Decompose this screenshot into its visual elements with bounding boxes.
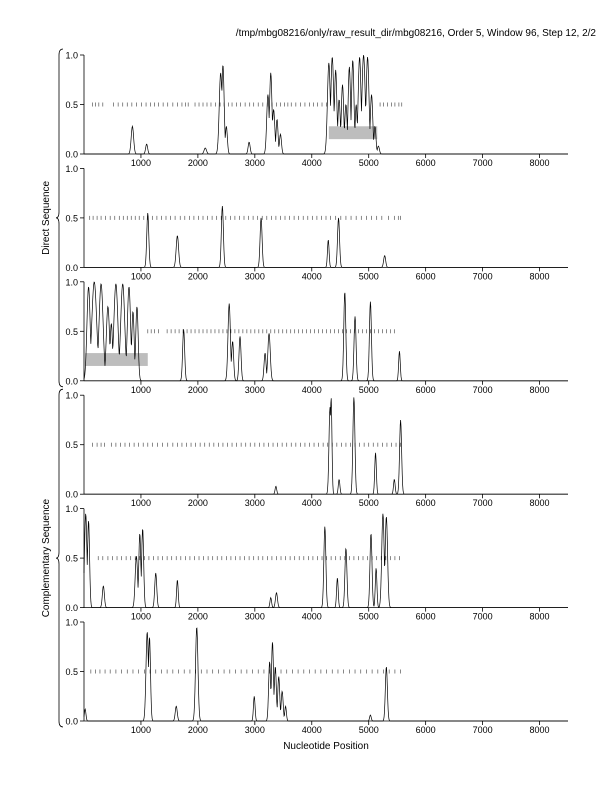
x-tick-label: 5000 bbox=[359, 498, 379, 508]
x-axis-label: Nucleotide Position bbox=[283, 741, 369, 752]
stop-codon-ticks bbox=[90, 669, 401, 674]
x-tick-label: 5000 bbox=[359, 725, 379, 735]
x-tick-label: 2000 bbox=[188, 725, 208, 735]
x-tick-label: 2000 bbox=[188, 498, 208, 508]
x-tick-label: 4000 bbox=[302, 271, 322, 281]
y-tick-label: 0.5 bbox=[65, 100, 78, 110]
x-tick-label: 4000 bbox=[302, 612, 322, 622]
series-line bbox=[84, 55, 568, 155]
panel-2: 0.0 0.5 1.0 1000 2000 3000 4000 5000 6000 7000 800… bbox=[65, 164, 568, 281]
y-tick-label: 0.0 bbox=[65, 603, 78, 613]
x-tick-label: 5000 bbox=[359, 612, 379, 622]
orf-box-1 bbox=[85, 353, 148, 366]
stop-codon-ticks bbox=[147, 329, 395, 334]
x-tick-label: 4000 bbox=[302, 385, 322, 395]
series-line bbox=[84, 206, 568, 268]
x-tick-label: 7000 bbox=[473, 385, 493, 395]
y-tick-label: 0.5 bbox=[65, 667, 78, 677]
panel-4: 0.0 0.5 1.0 1000 2000 3000 4000 5000 6000 7000 800… bbox=[65, 391, 568, 508]
x-tick-label: 3000 bbox=[245, 725, 265, 735]
panel-3: 0.0 0.5 1.0 1000 2000 3000 4000 5000 6000 7000 800… bbox=[65, 277, 568, 395]
y-tick-label: 0.5 bbox=[65, 554, 78, 564]
group-label-complementary: Complementary Sequence bbox=[41, 498, 52, 617]
x-tick-label: 8000 bbox=[530, 158, 550, 168]
y-tick-label: 1.0 bbox=[65, 164, 78, 174]
x-tick-label: 8000 bbox=[530, 725, 550, 735]
x-tick-label: 1000 bbox=[131, 725, 151, 735]
x-tick-label: 6000 bbox=[416, 385, 436, 395]
panels: 0.0 0.5 1.0 1000 2000 3000 4000 5000 6000 7000 800… bbox=[65, 51, 568, 735]
panel-1: 0.0 0.5 1.0 1000 2000 3000 4000 5000 6000 7000 800… bbox=[65, 51, 568, 168]
series-line bbox=[83, 513, 568, 608]
stop-codon-ticks bbox=[92, 442, 401, 447]
x-tick-label: 7000 bbox=[473, 498, 493, 508]
panel-5: 0.0 0.5 1.0 1000 2000 3000 4000 5000 6000 7000 800… bbox=[65, 504, 568, 622]
series-line bbox=[83, 281, 568, 382]
y-tick-label: 0.5 bbox=[65, 327, 78, 337]
y-tick-label: 0.0 bbox=[65, 150, 78, 160]
x-tick-label: 2000 bbox=[188, 158, 208, 168]
complementary-bracket-icon bbox=[55, 388, 64, 728]
y-tick-label: 0.0 bbox=[65, 263, 78, 273]
x-tick-label: 8000 bbox=[530, 612, 550, 622]
x-tick-label: 7000 bbox=[473, 271, 493, 281]
x-tick-label: 4000 bbox=[302, 158, 322, 168]
x-tick-label: 4000 bbox=[302, 498, 322, 508]
x-tick-label: 5000 bbox=[359, 271, 379, 281]
x-tick-label: 3000 bbox=[245, 498, 265, 508]
y-tick-label: 0.0 bbox=[65, 490, 78, 500]
x-tick-label: 3000 bbox=[245, 271, 265, 281]
group-bracket-complementary: Complementary Sequence bbox=[41, 388, 64, 728]
direct-bracket-icon bbox=[55, 48, 64, 388]
y-tick-label: 0.5 bbox=[65, 440, 78, 450]
x-tick-label: 1000 bbox=[131, 612, 151, 622]
x-tick-label: 7000 bbox=[473, 158, 493, 168]
series-line bbox=[83, 627, 568, 722]
x-tick-label: 3000 bbox=[245, 612, 265, 622]
panel-6: 0.0 0.5 1.0 1000 2000 3000 4000 5000 6000 7000 800… bbox=[65, 618, 568, 735]
x-tick-label: 6000 bbox=[416, 725, 436, 735]
y-tick-label: 1.0 bbox=[65, 504, 78, 514]
group-bracket-direct: Direct Sequence bbox=[41, 48, 64, 388]
x-tick-label: 6000 bbox=[416, 271, 436, 281]
x-tick-label: 2000 bbox=[188, 271, 208, 281]
x-tick-label: 2000 bbox=[188, 612, 208, 622]
y-tick-label: 0.0 bbox=[65, 376, 78, 386]
y-tick-label: 1.0 bbox=[65, 277, 78, 287]
stop-codon-ticks bbox=[97, 556, 400, 561]
stop-codon-ticks bbox=[92, 102, 403, 107]
orf-box-1 bbox=[328, 126, 378, 140]
x-tick-label: 4000 bbox=[302, 725, 322, 735]
group-label-direct: Direct Sequence bbox=[41, 180, 52, 254]
x-tick-label: 1000 bbox=[131, 385, 151, 395]
x-tick-label: 2000 bbox=[188, 385, 208, 395]
stop-codon-ticks bbox=[89, 215, 401, 220]
y-tick-label: 0.5 bbox=[65, 213, 78, 223]
x-tick-label: 8000 bbox=[530, 271, 550, 281]
x-tick-label: 8000 bbox=[530, 385, 550, 395]
x-tick-label: 3000 bbox=[245, 385, 265, 395]
x-tick-label: 1000 bbox=[131, 271, 151, 281]
y-tick-label: 0.0 bbox=[65, 717, 78, 727]
x-tick-label: 1000 bbox=[131, 498, 151, 508]
x-tick-label: 3000 bbox=[245, 158, 265, 168]
x-tick-label: 7000 bbox=[473, 725, 493, 735]
series-line bbox=[84, 397, 568, 495]
x-tick-label: 8000 bbox=[530, 498, 550, 508]
x-tick-label: 6000 bbox=[416, 158, 436, 168]
x-tick-label: 6000 bbox=[416, 612, 436, 622]
chart-title: /tmp/mbg08216/only/raw_result_dir/mbg082… bbox=[236, 28, 597, 39]
y-tick-label: 1.0 bbox=[65, 51, 78, 61]
x-tick-label: 1000 bbox=[131, 158, 151, 168]
x-tick-label: 5000 bbox=[359, 385, 379, 395]
y-tick-label: 1.0 bbox=[65, 391, 78, 401]
x-tick-label: 6000 bbox=[416, 498, 436, 508]
x-tick-label: 7000 bbox=[473, 612, 493, 622]
y-tick-label: 1.0 bbox=[65, 618, 78, 628]
x-tick-label: 5000 bbox=[359, 158, 379, 168]
